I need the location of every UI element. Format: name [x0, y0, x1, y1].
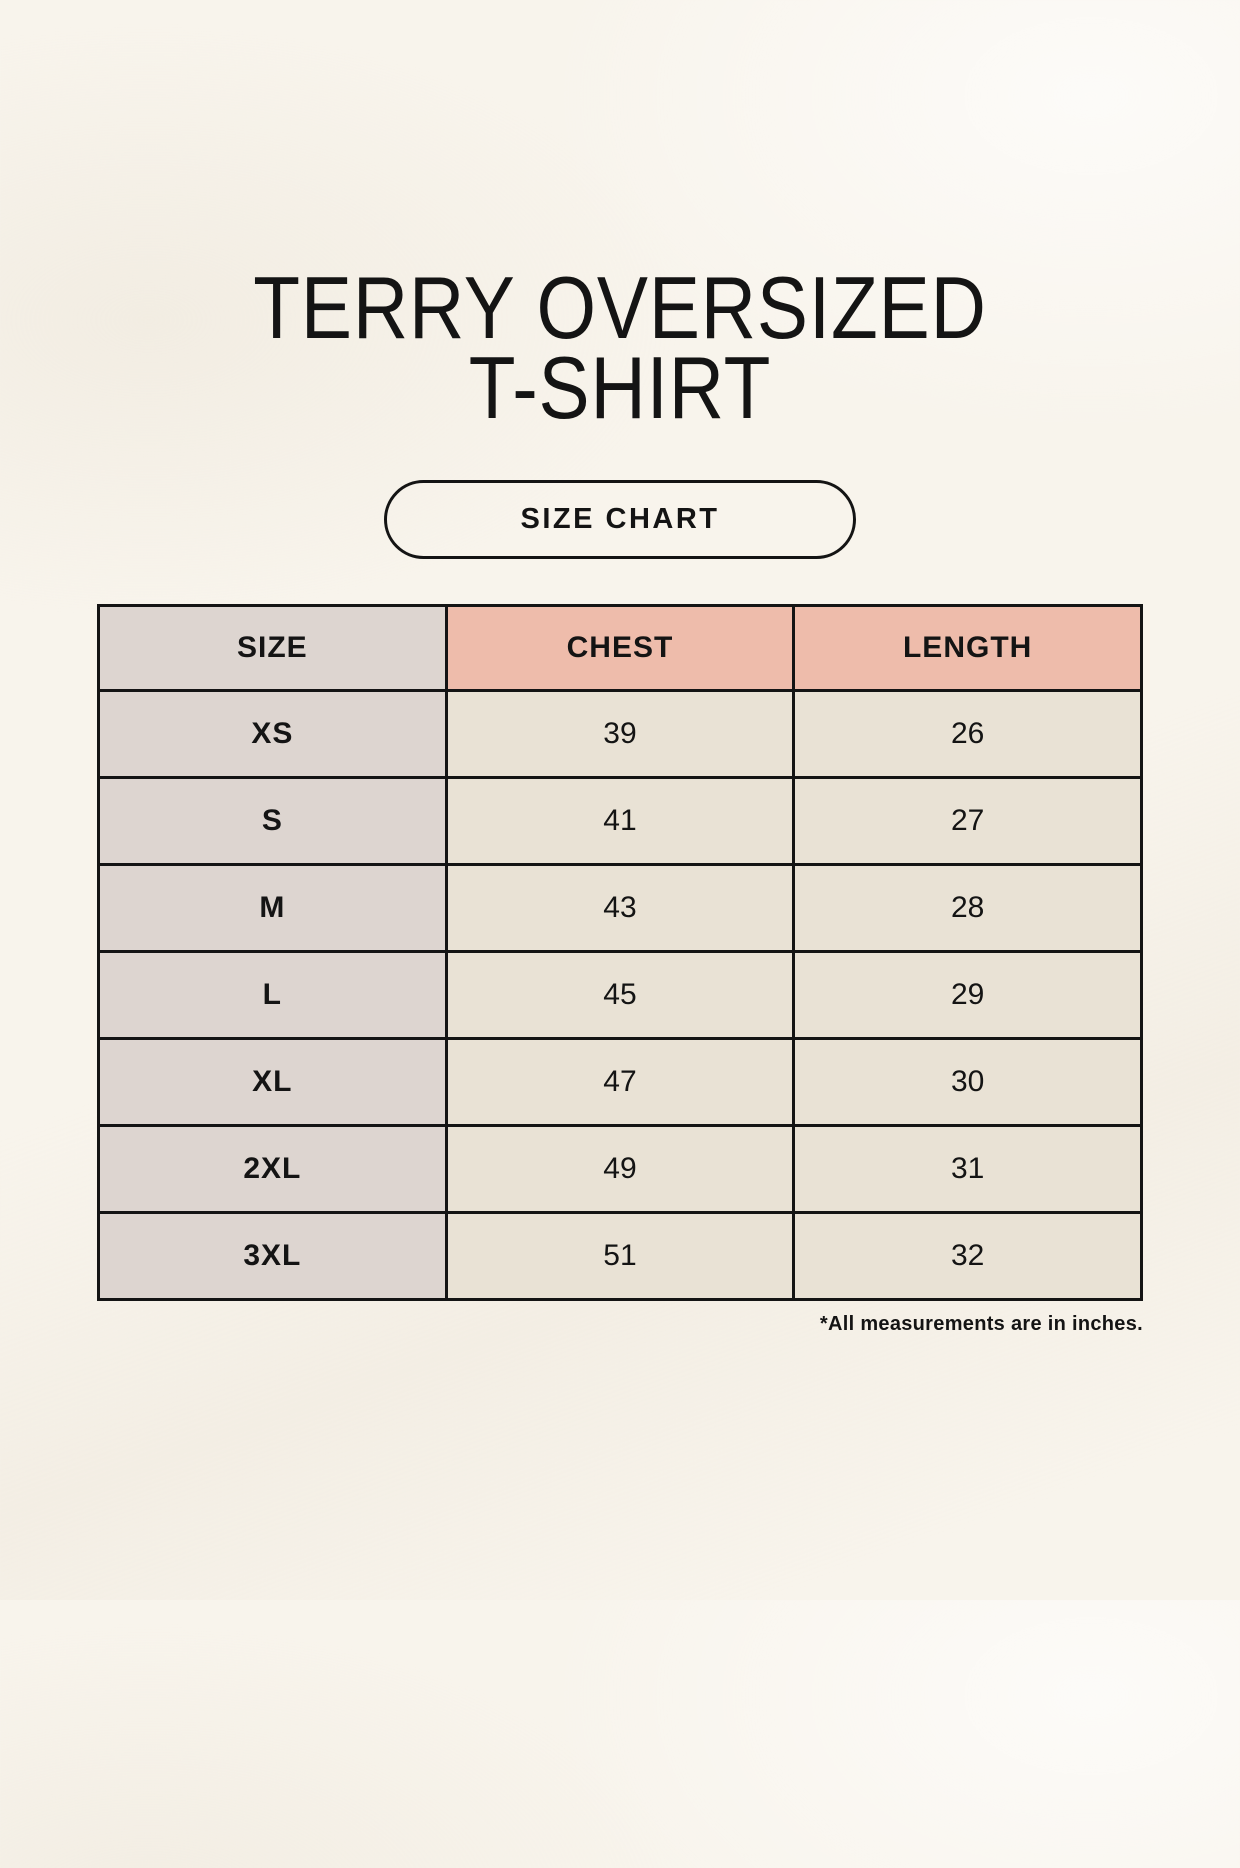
table-row-xs: XS 39 26	[97, 689, 1143, 779]
measurements-note: *All measurements are in inches.	[819, 1313, 1143, 1335]
column-header-length: LENGTH	[792, 604, 1143, 692]
column-header-size: SIZE	[97, 604, 448, 692]
size-chart-page: TERRY OVERSIZED T-SHIRT SIZE CHART SIZE …	[0, 258, 1240, 1868]
page-title: TERRY OVERSIZED T-SHIRT	[81, 258, 1160, 437]
product-title-line1: TERRY OVERSIZED	[253, 258, 987, 357]
size-label: XL	[97, 1037, 448, 1127]
table-row-2xl: 2XL 49 31	[97, 1124, 1143, 1214]
length-value: 32	[792, 1211, 1143, 1301]
chest-value: 39	[444, 689, 796, 779]
table-row-xl: XL 47 30	[97, 1037, 1143, 1127]
column-header-chest: CHEST	[444, 604, 796, 692]
size-label: 3XL	[97, 1211, 448, 1301]
table-header-row: SIZE CHEST LENGTH	[97, 604, 1143, 692]
size-chart-table: SIZE CHEST LENGTH XS 39 26 S 41 27 M 43 …	[97, 604, 1143, 1301]
size-label: 2XL	[97, 1124, 448, 1214]
size-chart-button-label: SIZE CHART	[520, 503, 720, 535]
chest-value: 51	[444, 1211, 796, 1301]
length-value: 26	[792, 689, 1143, 779]
length-value: 31	[792, 1124, 1143, 1214]
size-chart-button[interactable]: SIZE CHART	[384, 480, 856, 559]
size-label: XS	[97, 689, 448, 779]
size-label: S	[97, 776, 448, 866]
length-value: 30	[792, 1037, 1143, 1127]
length-value: 27	[792, 776, 1143, 866]
size-label: L	[97, 950, 448, 1040]
table-row-s: S 41 27	[97, 776, 1143, 866]
table-row-m: M 43 28	[97, 863, 1143, 953]
length-value: 29	[792, 950, 1143, 1040]
chest-value: 47	[444, 1037, 796, 1127]
product-title-line2: T-SHIRT	[468, 338, 772, 437]
table-row-l: L 45 29	[97, 950, 1143, 1040]
chest-value: 41	[444, 776, 796, 866]
chest-value: 45	[444, 950, 796, 1040]
size-label: M	[97, 863, 448, 953]
chest-value: 49	[444, 1124, 796, 1214]
table-row-3xl: 3XL 51 32	[97, 1211, 1143, 1301]
chest-value: 43	[444, 863, 796, 953]
length-value: 28	[792, 863, 1143, 953]
